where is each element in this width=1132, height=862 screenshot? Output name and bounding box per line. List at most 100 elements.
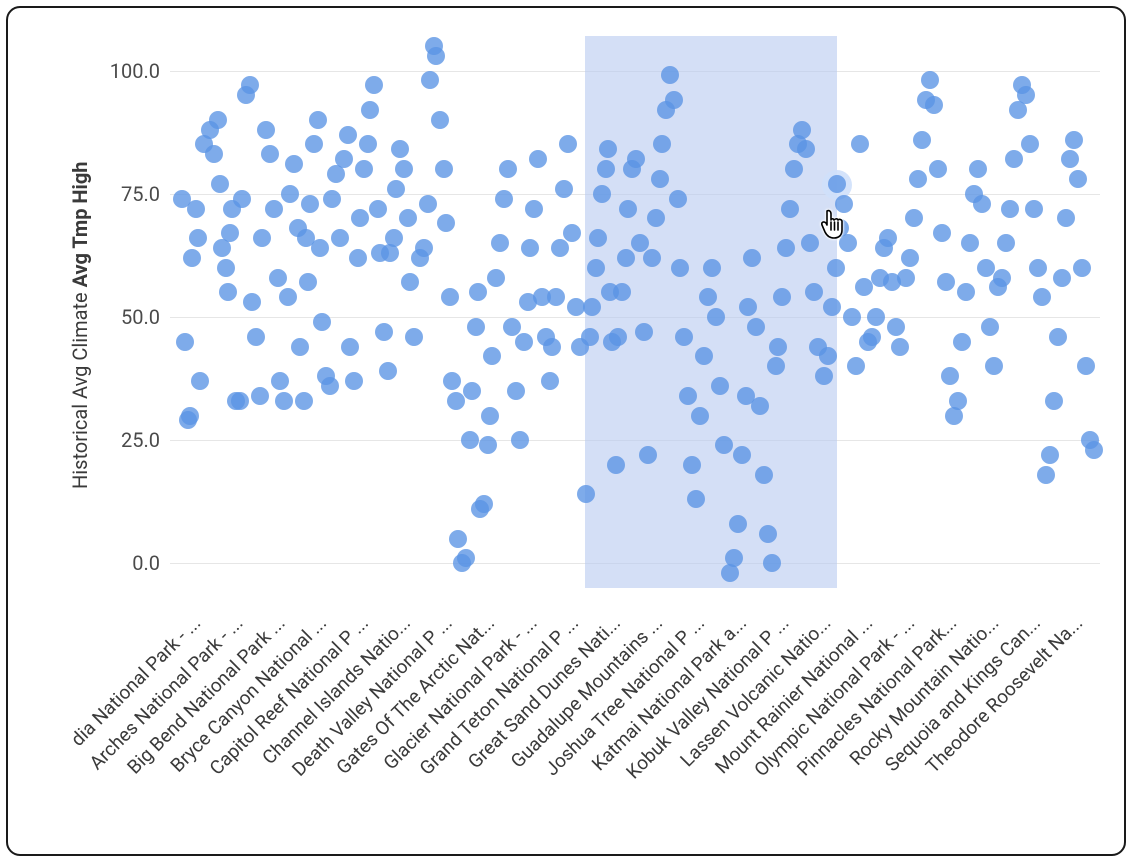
data-point[interactable] [339,126,357,144]
data-point[interactable] [913,131,931,149]
plot-area[interactable]: 0.025.050.075.0100.0 [170,36,1100,588]
data-point[interactable] [759,525,777,543]
data-point[interactable] [559,135,577,153]
data-point[interactable] [597,160,615,178]
data-point[interactable] [577,485,595,503]
data-point[interactable] [251,387,269,405]
data-point[interactable] [475,495,493,513]
data-point[interactable] [635,323,653,341]
data-point[interactable] [437,214,455,232]
data-point[interactable] [619,200,637,218]
data-point[interactable] [823,298,841,316]
data-point[interactable] [313,313,331,331]
data-point[interactable] [265,200,283,218]
data-point[interactable] [1053,269,1071,287]
data-point[interactable] [419,195,437,213]
data-point[interactable] [1085,441,1103,459]
data-point[interactable] [405,328,423,346]
data-point[interactable] [401,273,419,291]
data-point[interactable] [189,229,207,247]
data-point[interactable] [525,200,543,218]
data-point[interactable] [751,397,769,415]
data-point[interactable] [285,155,303,173]
data-point[interactable] [349,249,367,267]
data-point[interactable] [483,347,501,365]
data-point[interactable] [707,308,725,326]
data-point[interactable] [247,328,265,346]
data-point[interactable] [511,431,529,449]
scatter-chart[interactable]: Historical Avg Climate Avg Tmp High 0.02… [8,8,1124,854]
data-point[interactable] [529,150,547,168]
data-point[interactable] [341,338,359,356]
data-point[interactable] [243,293,261,311]
data-point[interactable] [937,273,955,291]
data-point[interactable] [828,175,846,193]
data-point[interactable] [435,160,453,178]
data-point[interactable] [767,357,785,375]
data-point[interactable] [551,239,569,257]
data-point[interactable] [973,195,991,213]
data-point[interactable] [379,362,397,380]
data-point[interactable] [769,338,787,356]
data-point[interactable] [643,249,661,267]
data-point[interactable] [301,195,319,213]
data-point[interactable] [467,318,485,336]
data-point[interactable] [1073,259,1091,277]
data-point[interactable] [593,185,611,203]
data-point[interactable] [309,111,327,129]
data-point[interactable] [421,71,439,89]
data-point[interactable] [369,200,387,218]
data-point[interactable] [925,96,943,114]
data-point[interactable] [1037,466,1055,484]
data-point[interactable] [1025,200,1043,218]
data-point[interactable] [863,328,881,346]
data-point[interactable] [481,407,499,425]
data-point[interactable] [547,288,565,306]
data-point[interactable] [647,209,665,227]
data-point[interactable] [891,338,909,356]
data-point[interactable] [839,234,857,252]
data-point[interactable] [661,66,679,84]
data-point[interactable] [217,259,235,277]
data-point[interactable] [773,288,791,306]
data-point[interactable] [777,239,795,257]
data-point[interactable] [281,185,299,203]
data-point[interactable] [653,135,671,153]
data-point[interactable] [1057,209,1075,227]
data-point[interactable] [1041,446,1059,464]
data-point[interactable] [961,234,979,252]
data-point[interactable] [627,150,645,168]
data-point[interactable] [583,298,601,316]
data-point[interactable] [183,249,201,267]
data-point[interactable] [391,140,409,158]
data-point[interactable] [491,234,509,252]
data-point[interactable] [279,288,297,306]
data-point[interactable] [801,234,819,252]
data-point[interactable] [209,111,227,129]
data-point[interactable] [1021,135,1039,153]
data-point[interactable] [953,333,971,351]
data-point[interactable] [607,456,625,474]
data-point[interactable] [261,145,279,163]
data-point[interactable] [1029,259,1047,277]
data-point[interactable] [295,392,313,410]
data-point[interactable] [993,269,1011,287]
data-point[interactable] [351,209,369,227]
data-point[interactable] [253,229,271,247]
data-point[interactable] [563,224,581,242]
data-point[interactable] [679,387,697,405]
data-point[interactable] [221,224,239,242]
data-point[interactable] [699,288,717,306]
data-point[interactable] [345,372,363,390]
data-point[interactable] [361,101,379,119]
data-point[interactable] [431,111,449,129]
data-point[interactable] [785,160,803,178]
data-point[interactable] [981,318,999,336]
data-point[interactable] [191,372,209,390]
data-point[interactable] [187,200,205,218]
data-point[interactable] [711,377,729,395]
data-point[interactable] [211,175,229,193]
data-point[interactable] [463,382,481,400]
data-point[interactable] [1069,170,1087,188]
data-point[interactable] [715,436,733,454]
